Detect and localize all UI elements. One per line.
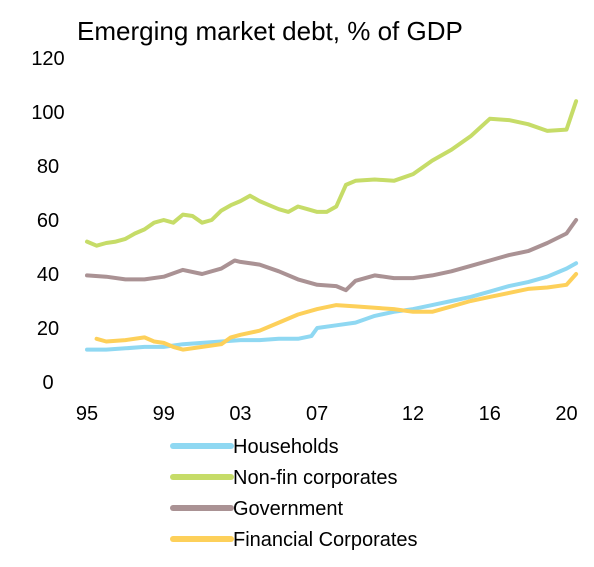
legend-label-households: Households — [233, 436, 339, 458]
x-tick-label: 95 — [76, 403, 98, 425]
legend-label-non-fin-corporates: Non-fin corporates — [233, 467, 398, 489]
x-axis: 95 99 03 07 12 16 20 — [76, 403, 578, 425]
series-line-non-fin-corporates — [85, 99, 579, 248]
legend: Households Non-fin corporates Government Fi… — [170, 436, 418, 551]
series-line-government — [85, 218, 579, 293]
x-tick-label: 99 — [153, 403, 175, 425]
y-tick-label: 100 — [31, 102, 64, 124]
legend-label-government: Government — [233, 498, 343, 520]
x-tick-label: 12 — [402, 403, 424, 425]
y-tick-label: 20 — [37, 318, 59, 340]
legend-label-financial-corporates: Financial Corporates — [233, 529, 418, 551]
y-axis: 0 20 40 60 80 100 120 — [31, 48, 64, 394]
y-tick-label: 120 — [31, 48, 64, 70]
x-tick-label: 16 — [479, 403, 501, 425]
y-tick-label: 60 — [37, 210, 59, 232]
series-line-financial-corporates — [94, 272, 579, 352]
chart-title: Emerging market debt, % of GDP — [77, 16, 463, 46]
y-tick-label: 80 — [37, 156, 59, 178]
y-tick-label: 0 — [42, 372, 53, 394]
x-tick-label: 20 — [555, 403, 577, 425]
x-tick-label: 03 — [229, 403, 251, 425]
x-tick-label: 07 — [306, 403, 328, 425]
y-tick-label: 40 — [37, 264, 59, 286]
plot-area — [85, 99, 579, 352]
